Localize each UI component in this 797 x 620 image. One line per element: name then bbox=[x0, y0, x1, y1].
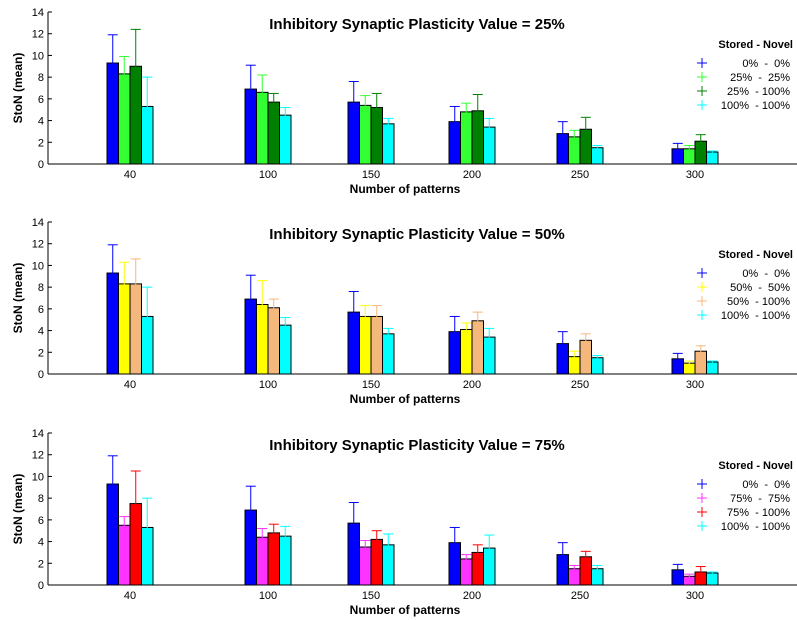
bar-300-series-4 bbox=[706, 361, 719, 375]
bar-150-series-4 bbox=[382, 333, 395, 375]
y-tick-label: 12 bbox=[32, 239, 44, 251]
y-tick-label: 4 bbox=[38, 537, 44, 549]
legend-title: Stored - Novel bbox=[718, 249, 793, 261]
chart-panel-1: 0 2 4 6 8 10 12 14 40 100 150 200 250 300 Number of pa… bbox=[11, 7, 797, 196]
legend: Stored - Novel 0% - 0% 75% - 75% 75% - 100%… bbox=[697, 460, 793, 533]
y-tick-label: 0 bbox=[38, 369, 44, 381]
y-tick-label: 8 bbox=[38, 282, 44, 294]
y-tick-label: 6 bbox=[38, 94, 44, 106]
y-tick-label: 12 bbox=[32, 29, 44, 41]
y-tick-label: 2 bbox=[38, 558, 44, 570]
x-axis-label: Number of patterns bbox=[350, 182, 461, 196]
y-tick-label: 14 bbox=[32, 217, 44, 229]
y-tick-label: 12 bbox=[32, 450, 44, 462]
legend-item-label: 50% - 100% bbox=[727, 296, 790, 308]
legend-item-label: 100% - 100% bbox=[721, 310, 790, 322]
y-tick-label: 2 bbox=[38, 137, 44, 149]
x-tick-label: 40 bbox=[124, 590, 136, 602]
y-tick-label: 8 bbox=[38, 72, 44, 84]
y-tick-label: 4 bbox=[38, 116, 44, 128]
legend-item-label: 0% - 0% bbox=[742, 58, 790, 70]
y-tick-label: 8 bbox=[38, 493, 44, 505]
x-tick-label: 40 bbox=[124, 379, 136, 391]
legend-item-label: 25% - 25% bbox=[730, 72, 790, 84]
y-tick-label: 4 bbox=[38, 326, 44, 338]
chart-title: Inhibitory Synaptic Plasticity Value = 2… bbox=[269, 16, 565, 33]
y-tick-label: 0 bbox=[38, 580, 44, 592]
bar-300-series-4 bbox=[706, 151, 719, 165]
legend: Stored - Novel 0% - 0% 25% - 25% 25% - 100%… bbox=[697, 39, 793, 112]
bar-150-series-4 bbox=[382, 123, 395, 165]
legend-title: Stored - Novel bbox=[718, 460, 793, 472]
x-tick-label: 300 bbox=[686, 169, 704, 181]
legend-item-label: 75% - 75% bbox=[730, 493, 790, 505]
y-tick-label: 10 bbox=[32, 50, 44, 62]
y-axis-label: StoN (mean) bbox=[11, 263, 25, 334]
legend-item-label: 50% - 50% bbox=[730, 282, 790, 294]
y-tick-label: 6 bbox=[38, 515, 44, 527]
x-tick-label: 250 bbox=[571, 169, 589, 181]
chart-title: Inhibitory Synaptic Plasticity Value = 7… bbox=[269, 437, 565, 454]
chart-panel-2: 0 2 4 6 8 10 12 14 40 100 150 200 250 300 Number of pa… bbox=[11, 217, 797, 406]
y-tick-label: 2 bbox=[38, 347, 44, 359]
x-tick-label: 300 bbox=[686, 379, 704, 391]
x-tick-label: 250 bbox=[571, 379, 589, 391]
legend-item-label: 75% - 100% bbox=[727, 507, 790, 519]
x-tick-label: 200 bbox=[463, 379, 481, 391]
y-tick-label: 0 bbox=[38, 159, 44, 171]
x-tick-label: 100 bbox=[259, 379, 277, 391]
y-tick-label: 14 bbox=[32, 428, 44, 440]
x-tick-label: 40 bbox=[124, 169, 136, 181]
chart-panel-3: 0 2 4 6 8 10 12 14 40 100 150 200 250 300 Number of pa… bbox=[11, 428, 797, 617]
y-axis-label: StoN (mean) bbox=[11, 53, 25, 124]
legend-item-label: 0% - 0% bbox=[742, 479, 790, 491]
x-axis-label: Number of patterns bbox=[350, 603, 461, 617]
legend-title: Stored - Novel bbox=[718, 39, 793, 51]
x-tick-label: 100 bbox=[259, 590, 277, 602]
x-tick-label: 100 bbox=[259, 169, 277, 181]
x-tick-label: 250 bbox=[571, 590, 589, 602]
legend: Stored - Novel 0% - 0% 50% - 50% 50% - 100%… bbox=[697, 249, 793, 322]
bar-100-series-3 bbox=[267, 101, 280, 165]
x-tick-label: 200 bbox=[463, 590, 481, 602]
bar-100-series-3 bbox=[267, 307, 280, 375]
bar-300-series-4 bbox=[706, 572, 719, 586]
x-tick-label: 200 bbox=[463, 169, 481, 181]
x-tick-label: 300 bbox=[686, 590, 704, 602]
x-tick-label: 150 bbox=[362, 169, 380, 181]
y-tick-label: 6 bbox=[38, 304, 44, 316]
legend-item-label: 0% - 0% bbox=[742, 268, 790, 280]
legend-item-label: 100% - 100% bbox=[721, 100, 790, 112]
y-tick-label: 10 bbox=[32, 260, 44, 272]
x-axis-label: Number of patterns bbox=[350, 392, 461, 406]
legend-item-label: 100% - 100% bbox=[721, 521, 790, 533]
x-tick-label: 150 bbox=[362, 379, 380, 391]
chart-title: Inhibitory Synaptic Plasticity Value = 5… bbox=[269, 226, 565, 243]
x-tick-label: 150 bbox=[362, 590, 380, 602]
legend-item-label: 25% - 100% bbox=[727, 86, 790, 98]
y-tick-label: 10 bbox=[32, 471, 44, 483]
y-tick-label: 14 bbox=[32, 7, 44, 19]
y-axis-label: StoN (mean) bbox=[11, 474, 25, 545]
